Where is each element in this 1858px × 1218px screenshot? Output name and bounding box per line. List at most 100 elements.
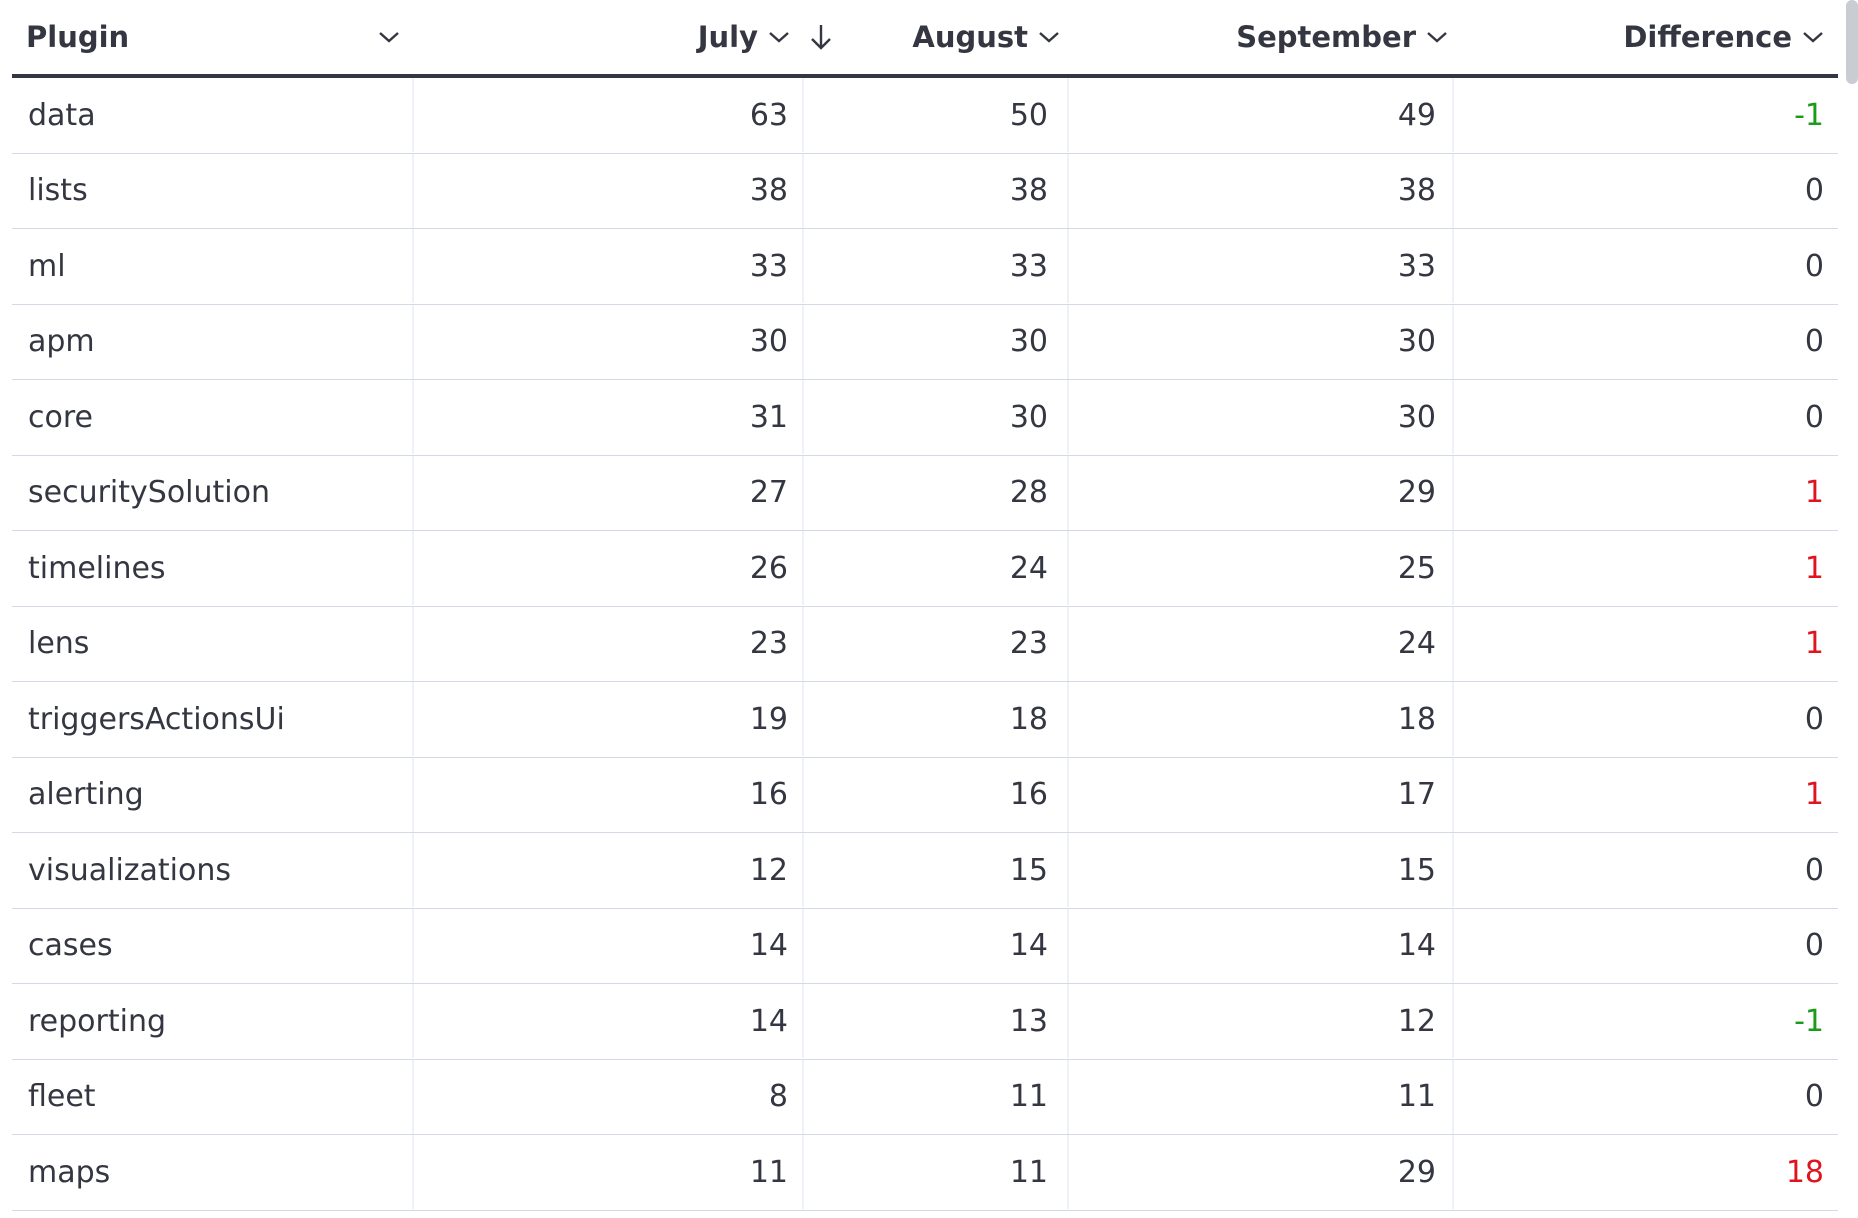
column-divider: [1452, 984, 1454, 1058]
cell-september: 18: [1397, 701, 1436, 737]
cell-september: 24: [1397, 626, 1436, 661]
column-divider: [1067, 531, 1069, 605]
column-header-september-label: September: [1236, 20, 1416, 54]
cell-plugin: fleet: [28, 1079, 96, 1114]
table-row[interactable]: timelines 26 24 25 1: [12, 531, 1838, 607]
cell-difference: 0: [1804, 399, 1824, 435]
cell-difference: 0: [1804, 928, 1824, 963]
table-row[interactable]: triggersActionsUi 19 18 18 0: [12, 682, 1838, 758]
cell-august: 33: [1009, 248, 1048, 284]
cell-july: 14: [749, 1003, 788, 1039]
column-divider: [802, 304, 804, 379]
cell-july: 11: [749, 1154, 788, 1190]
column-header-august[interactable]: August: [852, 0, 1060, 74]
column-divider: [1452, 229, 1454, 303]
column-divider: [412, 984, 414, 1058]
cell-august: 30: [1009, 324, 1048, 359]
column-divider: [1452, 531, 1454, 605]
column-divider: [1067, 1059, 1069, 1134]
column-divider: [1067, 908, 1069, 983]
cell-difference: -1: [1794, 1003, 1824, 1039]
table-row[interactable]: apm 30 30 30 0: [12, 304, 1838, 380]
column-divider: [802, 606, 804, 681]
column-divider: [1452, 455, 1454, 530]
chevron-down-icon[interactable]: [1038, 30, 1060, 44]
table-row[interactable]: data 63 50 49 -1: [12, 78, 1838, 154]
cell-difference: -1: [1794, 97, 1824, 133]
cell-difference: 0: [1804, 1079, 1824, 1114]
cell-july: 63: [749, 97, 788, 133]
cell-august: 15: [1009, 852, 1048, 888]
column-divider: [412, 304, 414, 379]
chevron-down-icon[interactable]: [1802, 30, 1824, 44]
cell-august: 14: [1009, 928, 1048, 963]
column-divider: [1067, 304, 1069, 379]
column-divider: [1452, 757, 1454, 832]
cell-september: 30: [1397, 399, 1436, 435]
chevron-down-icon[interactable]: [1426, 30, 1448, 44]
column-divider: [1067, 757, 1069, 832]
column-divider: [1452, 1059, 1454, 1134]
column-divider: [1067, 606, 1069, 681]
table-row[interactable]: cases 14 14 14 0: [12, 908, 1838, 984]
table-row[interactable]: reporting 14 13 12 -1: [12, 984, 1838, 1060]
column-divider: [802, 380, 804, 454]
column-header-july[interactable]: July: [412, 0, 790, 74]
column-divider: [802, 682, 804, 756]
cell-difference: 0: [1804, 852, 1824, 888]
table-row[interactable]: core 31 30 30 0: [12, 380, 1838, 456]
cell-plugin: data: [28, 97, 96, 133]
table-row[interactable]: alerting 16 16 17 1: [12, 757, 1838, 833]
cell-august: 13: [1009, 1003, 1048, 1039]
table-row[interactable]: maps 11 11 29 18: [12, 1135, 1838, 1211]
table-row[interactable]: lens 23 23 24 1: [12, 606, 1838, 682]
cell-july: 26: [749, 550, 788, 586]
chevron-down-icon[interactable]: [378, 30, 400, 44]
chevron-down-icon[interactable]: [768, 30, 790, 44]
column-divider: [802, 229, 804, 303]
cell-july: 31: [749, 399, 788, 435]
column-header-difference[interactable]: Difference: [1512, 0, 1824, 74]
cell-difference: 0: [1804, 324, 1824, 359]
column-divider: [412, 833, 414, 907]
cell-july: 23: [749, 626, 788, 661]
table-row[interactable]: fleet 8 11 11 0: [12, 1059, 1838, 1135]
column-divider: [412, 229, 414, 303]
column-divider: [1067, 229, 1069, 303]
cell-september: 15: [1397, 852, 1436, 888]
cell-difference: 0: [1804, 173, 1824, 208]
arrow-down-icon[interactable]: [808, 22, 834, 52]
cell-plugin: timelines: [28, 550, 166, 586]
table-row[interactable]: securitySolution 27 28 29 1: [12, 455, 1838, 531]
column-header-plugin[interactable]: Plugin: [26, 0, 400, 74]
cell-difference: 1: [1804, 626, 1824, 661]
table-row[interactable]: visualizations 12 15 15 0: [12, 833, 1838, 909]
cell-september: 25: [1397, 550, 1436, 586]
column-divider: [1452, 380, 1454, 454]
cell-plugin: alerting: [28, 777, 144, 812]
cell-plugin: securitySolution: [28, 475, 270, 510]
cell-august: 23: [1009, 626, 1048, 661]
cell-july: 38: [749, 173, 788, 208]
cell-august: 30: [1009, 399, 1048, 435]
cell-difference: 0: [1804, 248, 1824, 284]
cell-august: 11: [1009, 1154, 1048, 1190]
cell-september: 12: [1397, 1003, 1436, 1039]
table-header: Plugin July August September Difference: [12, 0, 1838, 78]
cell-difference: 18: [1785, 1154, 1824, 1190]
cell-july: 8: [768, 1079, 788, 1114]
cell-plugin: core: [28, 399, 93, 435]
cell-september: 11: [1397, 1079, 1436, 1114]
column-divider: [412, 455, 414, 530]
table-row[interactable]: ml 33 33 33 0: [12, 229, 1838, 305]
vertical-scrollbar[interactable]: [1846, 0, 1858, 84]
cell-july: 33: [749, 248, 788, 284]
column-divider: [412, 757, 414, 832]
cell-difference: 1: [1804, 777, 1824, 812]
cell-september: 38: [1397, 173, 1436, 208]
table-row[interactable]: lists 38 38 38 0: [12, 153, 1838, 229]
cell-july: 27: [749, 475, 788, 510]
column-header-september[interactable]: September: [1112, 0, 1448, 74]
cell-august: 38: [1009, 173, 1048, 208]
cell-difference: 0: [1804, 701, 1824, 737]
